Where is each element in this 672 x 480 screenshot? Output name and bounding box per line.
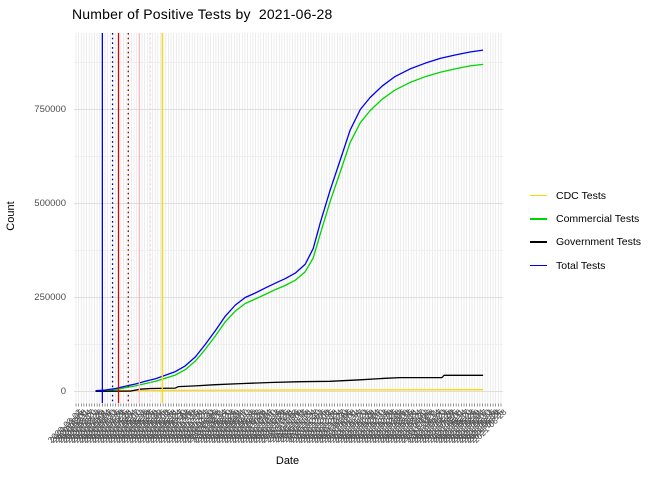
legend-item-commercial: Commercial Tests	[530, 207, 672, 230]
event-vlines	[101, 33, 163, 403]
series-line	[115, 389, 484, 392]
y-axis-tick-labels: 0 250000 500000 750000	[0, 0, 66, 480]
legend-key-line-cdc	[530, 194, 547, 197]
series-line	[108, 63, 484, 392]
legend-key-line-government	[530, 241, 547, 243]
legend-key-line-commercial	[530, 218, 547, 220]
series-cdc-tests	[115, 389, 484, 392]
series-line	[95, 49, 484, 392]
legend-key-line-total	[530, 264, 547, 267]
legend: CDC Tests Commercial Tests Government Te…	[530, 184, 672, 277]
y-tick-label: 750000	[34, 103, 66, 115]
y-axis-title: Count	[5, 201, 17, 231]
series-line	[95, 374, 484, 392]
series-total-tests	[95, 49, 484, 392]
y-tick-label: 500000	[34, 197, 66, 209]
legend-label: Commercial Tests	[556, 212, 640, 225]
series-commercial-tests	[108, 63, 484, 392]
y-tick-label: 250000	[34, 291, 66, 303]
legend-label: CDC Tests	[556, 189, 606, 202]
legend-label: Government Tests	[556, 236, 642, 249]
legend-item-government: Government Tests	[530, 231, 672, 254]
y-tick-label: 0	[60, 385, 66, 397]
legend-item-total: Total Tests	[530, 254, 672, 277]
series-government-tests	[95, 374, 484, 392]
x-axis-title: Date	[275, 455, 300, 467]
legend-label: Total Tests	[556, 259, 606, 272]
horizontal-gridlines	[74, 62, 503, 392]
chart-title: Number of Positive Tests by 2021-06-28	[72, 6, 333, 22]
legend-item-cdc: CDC Tests	[530, 184, 672, 207]
x-ticks	[75, 403, 502, 407]
